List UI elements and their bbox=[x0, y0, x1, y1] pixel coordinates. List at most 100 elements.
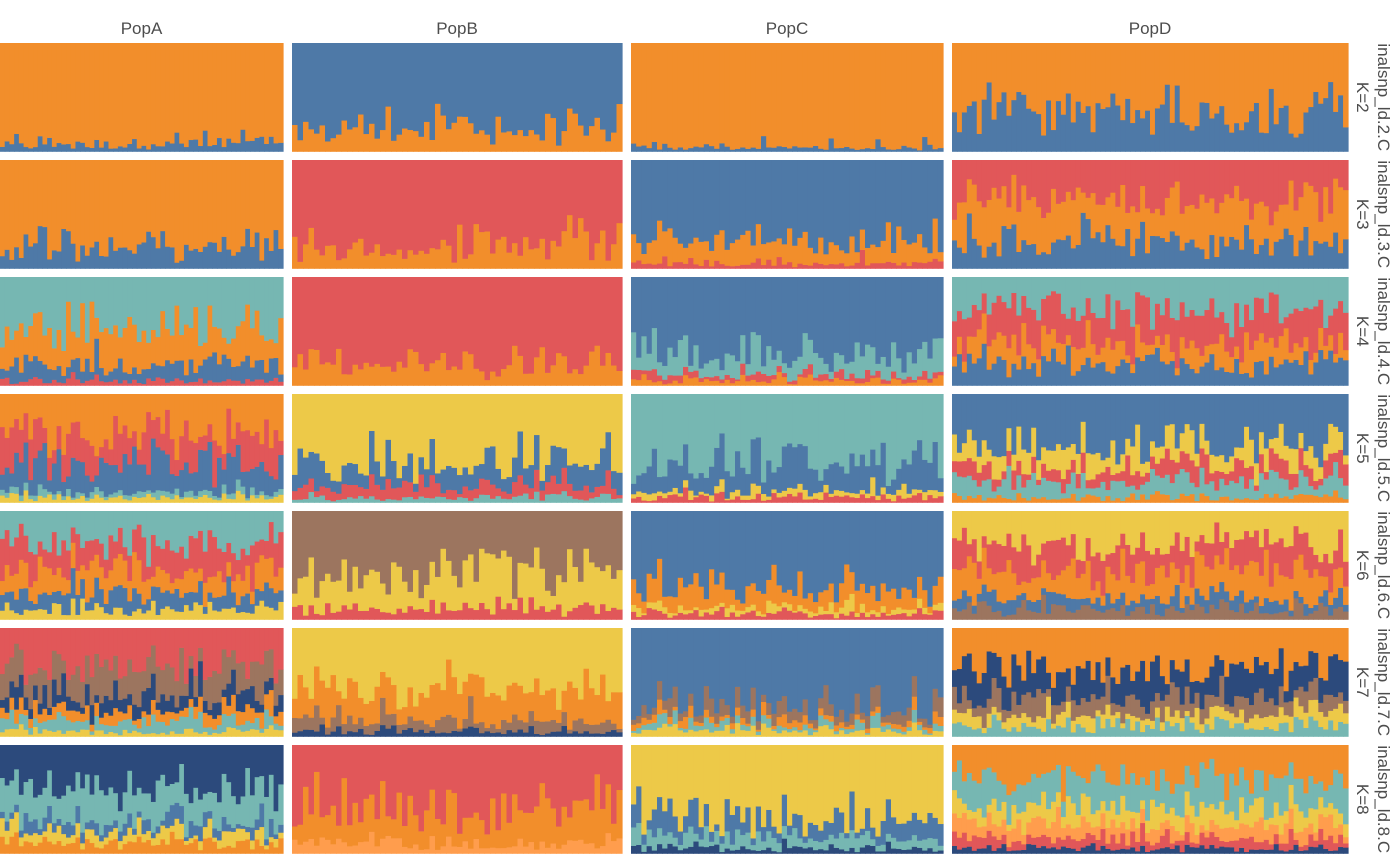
bar-segment-orange bbox=[169, 394, 176, 440]
bar-segment-teal bbox=[61, 277, 67, 351]
bar-segment-red bbox=[468, 160, 475, 255]
bar-segment-red bbox=[823, 373, 830, 381]
bar-segment-yellow bbox=[319, 394, 326, 461]
bar-segment-orange bbox=[1065, 565, 1072, 599]
bar-segment-red bbox=[1150, 456, 1156, 469]
bar-segment-red bbox=[407, 605, 414, 620]
bar-segment-teal bbox=[84, 720, 91, 730]
bar-segment-navy bbox=[440, 732, 447, 737]
bar-segment-blue bbox=[501, 478, 508, 492]
bar-segment-blue bbox=[1253, 596, 1260, 603]
bar-segment-blue bbox=[1051, 242, 1057, 269]
bar-segment-orange bbox=[651, 240, 658, 265]
bar-segment-blue bbox=[1293, 255, 1300, 269]
bar-segment-orange bbox=[1308, 577, 1314, 609]
bar-segment-blue bbox=[594, 43, 601, 118]
bar-segment-red bbox=[1105, 160, 1111, 198]
bar-segment-orange bbox=[714, 584, 720, 606]
bar-segment-red bbox=[221, 551, 227, 583]
bar-segment-teal bbox=[221, 713, 227, 733]
bar-segment-orange bbox=[813, 380, 819, 386]
bar-segment-teal bbox=[583, 500, 590, 503]
bar-segment-orange bbox=[169, 335, 176, 364]
bar-segment-blue bbox=[1046, 591, 1052, 614]
bar-segment-orange bbox=[198, 160, 204, 252]
bar-segment-red bbox=[1130, 160, 1136, 207]
bar-segment-blue bbox=[1011, 599, 1017, 615]
bar-segment-yellow bbox=[1199, 423, 1206, 449]
bar-segment-red bbox=[922, 499, 928, 503]
bar-segment-teal bbox=[823, 394, 830, 470]
bar-segment-orange bbox=[667, 228, 674, 267]
bar-segment-yellow bbox=[1051, 450, 1057, 470]
bar-segment-red bbox=[490, 614, 497, 620]
bar-segment-teal bbox=[169, 511, 176, 551]
bar-segment-orange bbox=[1085, 197, 1092, 220]
bar-segment-red bbox=[1214, 522, 1220, 556]
bar-segment-red bbox=[165, 409, 171, 455]
bar-segment-blue bbox=[1258, 244, 1265, 269]
bar-segment-brown bbox=[75, 665, 81, 703]
bar-segment-orange bbox=[240, 320, 246, 362]
bar-segment-orange bbox=[849, 380, 856, 386]
bar-segment-brown bbox=[451, 511, 458, 576]
bar-segment-orange bbox=[528, 129, 535, 152]
bar-segment-red bbox=[572, 607, 579, 620]
bar-segment-brown bbox=[1189, 609, 1196, 620]
bar-segment-red bbox=[961, 460, 968, 478]
bar-segment-red bbox=[1046, 160, 1052, 213]
bar-segment-red bbox=[594, 613, 601, 620]
bar-segment-red bbox=[297, 160, 304, 262]
bar-segment-red bbox=[1244, 160, 1250, 199]
bar-segment-blue bbox=[1249, 377, 1255, 386]
bar-segment-yellow bbox=[155, 733, 161, 737]
bar-segment-orange bbox=[179, 43, 185, 144]
bar-segment-teal bbox=[714, 394, 720, 448]
bar-segment-teal bbox=[927, 394, 934, 463]
bar-segment-brown bbox=[188, 655, 194, 669]
bar-segment-orange bbox=[698, 43, 705, 148]
bar-segment-brown bbox=[369, 511, 376, 570]
bar-segment-blue bbox=[1046, 394, 1052, 451]
bar-segment-red bbox=[1001, 301, 1008, 336]
bar-segment-red bbox=[709, 614, 715, 620]
bar-segment-blue bbox=[646, 147, 653, 152]
bar-segment-red bbox=[1343, 464, 1349, 486]
bar-segment-yellow bbox=[631, 604, 637, 612]
bar-segment-teal bbox=[245, 277, 251, 305]
bar-segment-blue bbox=[89, 481, 95, 493]
bar-segment-red bbox=[787, 493, 793, 503]
bar-segment-red bbox=[1199, 448, 1206, 468]
bar-segment-orange bbox=[859, 383, 866, 386]
bar-segment-orange bbox=[183, 160, 190, 245]
bar-segment-red bbox=[240, 628, 246, 662]
bar-segment-teal bbox=[1036, 484, 1042, 499]
bar-segment-yellow bbox=[1209, 454, 1215, 474]
bar-segment-yellow bbox=[677, 492, 684, 497]
bar-segment-blue bbox=[4, 370, 11, 378]
bar-segment-teal bbox=[578, 499, 585, 503]
bar-segment-red bbox=[1184, 316, 1191, 349]
bar-segment-orange bbox=[249, 327, 256, 368]
bar-segment-red bbox=[424, 611, 431, 620]
bar-segment-orange bbox=[1150, 43, 1156, 135]
bar-segment-red bbox=[42, 549, 48, 567]
bar-segment-red bbox=[413, 277, 420, 352]
bar-segment-blue bbox=[885, 149, 892, 152]
bar-segment-red bbox=[735, 496, 741, 503]
bar-segment-navy bbox=[84, 684, 91, 706]
bar-segment-orange bbox=[245, 304, 251, 356]
bar-segment-orange bbox=[240, 394, 246, 432]
bar-segment-brown bbox=[1135, 606, 1141, 620]
bar-segment-teal bbox=[136, 490, 143, 498]
bar-segment-blue bbox=[94, 475, 100, 488]
bar-segment-orange bbox=[1016, 43, 1022, 93]
bar-segment-blue bbox=[1154, 347, 1161, 386]
bar-segment-blue bbox=[1273, 367, 1280, 386]
bar-segment-red bbox=[567, 277, 574, 374]
bar-segment-blue bbox=[976, 593, 983, 602]
bar-segment-red bbox=[600, 277, 607, 366]
bar-segment-orange bbox=[971, 43, 978, 102]
bar-segment-blue bbox=[380, 43, 387, 131]
bar-segment-orange bbox=[1120, 548, 1126, 593]
